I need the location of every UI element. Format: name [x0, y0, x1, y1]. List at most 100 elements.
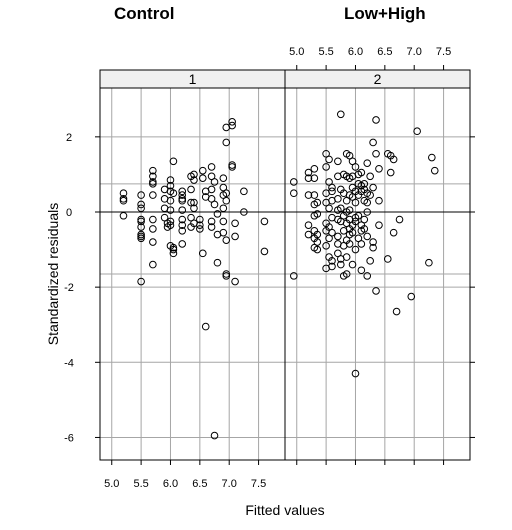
x-tick-label-bottom: 6.0	[163, 478, 178, 490]
data-point	[219, 228, 228, 237]
data-point	[357, 168, 366, 177]
data-point	[240, 208, 248, 216]
data-point	[198, 249, 207, 258]
data-point	[178, 206, 187, 214]
data-point	[366, 257, 374, 265]
data-point	[207, 185, 216, 194]
data-point	[363, 232, 372, 241]
data-point	[222, 138, 231, 147]
data-point	[119, 211, 128, 220]
x-tick-label-bottom: 6.5	[192, 478, 207, 490]
data-point	[310, 174, 319, 182]
data-point	[178, 187, 187, 196]
data-point	[383, 255, 392, 263]
data-point	[198, 174, 207, 182]
data-point	[334, 195, 342, 203]
data-point	[375, 196, 383, 205]
panel-title-control: Control	[114, 4, 175, 23]
data-point	[190, 204, 198, 213]
data-point	[357, 240, 366, 248]
data-point	[240, 187, 248, 196]
data-point	[196, 225, 204, 233]
data-point	[137, 234, 145, 243]
data-point	[210, 431, 219, 440]
data-point	[310, 164, 319, 173]
data-point	[228, 163, 236, 171]
data-point	[351, 163, 360, 171]
data-point	[328, 183, 336, 192]
data-point	[322, 163, 330, 171]
data-point	[149, 166, 157, 175]
data-point	[149, 260, 157, 269]
data-point	[166, 181, 175, 190]
data-point	[360, 180, 369, 188]
data-point	[290, 178, 298, 186]
data-point	[386, 168, 395, 177]
data-point	[290, 189, 298, 198]
data-point	[351, 245, 360, 254]
data-point	[425, 258, 433, 267]
data-point	[304, 230, 313, 239]
data-point	[304, 191, 313, 199]
data-point	[137, 215, 145, 224]
data-point	[260, 247, 269, 256]
data-point	[328, 257, 336, 265]
x-tick-label-top: 6.0	[348, 46, 363, 58]
data-point	[213, 258, 222, 267]
strip-label: 1	[189, 71, 197, 87]
data-point	[348, 228, 357, 237]
data-point	[369, 238, 377, 246]
data-point	[169, 245, 178, 254]
data-point	[328, 228, 336, 237]
data-point	[178, 215, 187, 224]
data-point	[328, 262, 336, 271]
data-point	[310, 191, 319, 199]
data-point	[351, 198, 360, 207]
data-point	[369, 183, 377, 192]
y-tick-label: 0	[66, 207, 72, 219]
data-point	[219, 204, 228, 213]
data-point	[196, 221, 204, 229]
data-point	[348, 260, 357, 269]
data-point	[290, 272, 298, 280]
data-point	[363, 159, 372, 167]
x-axis-label: Fitted values	[245, 502, 324, 518]
data-point	[207, 217, 216, 226]
x-tick-label-bottom: 5.5	[133, 478, 148, 490]
y-tick-label: -2	[64, 282, 74, 294]
data-point	[336, 204, 345, 213]
data-point	[372, 116, 380, 124]
data-point	[119, 196, 128, 205]
data-point	[137, 277, 145, 286]
data-point	[149, 180, 157, 188]
data-point	[149, 172, 157, 181]
data-point	[201, 322, 210, 331]
y-tick-label: 2	[66, 132, 72, 144]
data-point	[313, 245, 322, 254]
x-tick-label-top: 6.5	[377, 46, 392, 58]
data-point	[360, 215, 369, 224]
data-point	[389, 155, 398, 164]
data-point	[336, 110, 345, 119]
data-point	[372, 287, 380, 295]
x-tick-label-top: 7.0	[407, 46, 422, 58]
panel-title-lowhigh: Low+High	[344, 4, 426, 23]
data-point	[354, 211, 363, 220]
x-tick-label-bottom: 7.5	[251, 478, 266, 490]
data-point	[231, 277, 239, 286]
data-point	[304, 174, 313, 182]
data-point	[363, 208, 372, 216]
data-point	[325, 204, 333, 213]
data-point	[369, 243, 377, 252]
data-point	[260, 217, 269, 226]
data-point	[395, 215, 404, 224]
data-point	[169, 189, 178, 198]
data-point	[231, 232, 239, 241]
data-point	[313, 230, 322, 239]
data-point	[178, 196, 187, 205]
data-point	[213, 210, 222, 218]
data-point	[178, 240, 187, 248]
y-axis-label: Standardized residuals	[45, 203, 61, 345]
data-point	[207, 163, 216, 171]
